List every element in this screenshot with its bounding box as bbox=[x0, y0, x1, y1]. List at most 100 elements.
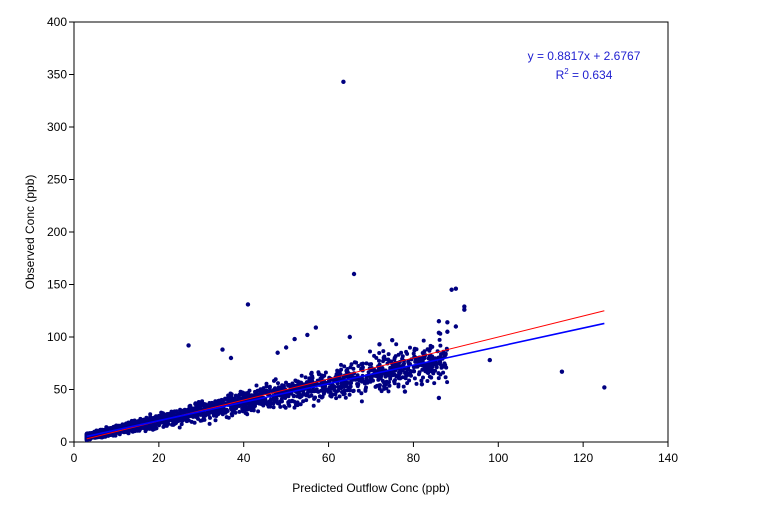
data-point bbox=[280, 399, 284, 404]
data-point bbox=[417, 370, 422, 375]
data-point bbox=[419, 378, 424, 383]
data-points bbox=[84, 79, 607, 443]
data-point bbox=[401, 384, 406, 389]
data-point bbox=[275, 350, 280, 355]
data-point bbox=[243, 411, 248, 415]
data-point bbox=[188, 403, 193, 408]
data-point bbox=[394, 342, 399, 347]
data-point bbox=[191, 406, 196, 411]
data-point bbox=[233, 405, 238, 410]
data-point bbox=[336, 388, 341, 393]
data-point bbox=[378, 376, 383, 381]
data-point bbox=[559, 369, 565, 374]
data-point bbox=[401, 363, 406, 368]
data-point bbox=[437, 337, 442, 342]
data-point bbox=[374, 355, 379, 360]
data-point bbox=[363, 388, 368, 393]
data-point bbox=[228, 355, 234, 361]
data-point bbox=[243, 395, 248, 400]
data-point bbox=[387, 380, 391, 385]
data-point bbox=[313, 325, 319, 330]
data-point bbox=[172, 418, 176, 423]
y-tick-label: 0 bbox=[60, 435, 67, 449]
data-point bbox=[230, 413, 235, 418]
data-point bbox=[236, 395, 241, 400]
data-point bbox=[355, 382, 360, 386]
data-point bbox=[602, 385, 607, 390]
data-point bbox=[436, 319, 442, 324]
data-point bbox=[384, 386, 389, 391]
data-point bbox=[351, 271, 357, 277]
x-tick-label: 120 bbox=[573, 451, 593, 465]
data-point bbox=[208, 415, 212, 420]
data-point bbox=[201, 402, 206, 407]
data-point bbox=[425, 370, 430, 375]
data-point bbox=[328, 386, 333, 391]
data-point bbox=[260, 388, 265, 393]
data-point bbox=[242, 402, 247, 407]
data-point bbox=[359, 391, 364, 396]
data-point bbox=[282, 394, 287, 398]
data-point bbox=[434, 365, 439, 370]
data-point bbox=[406, 360, 411, 365]
data-point bbox=[245, 302, 251, 307]
data-point bbox=[122, 430, 126, 435]
data-point bbox=[201, 416, 206, 421]
data-point bbox=[223, 397, 228, 402]
data-point bbox=[436, 355, 441, 360]
data-point bbox=[403, 371, 407, 375]
data-point bbox=[411, 369, 416, 373]
data-point bbox=[436, 395, 442, 401]
data-point bbox=[366, 370, 371, 375]
data-point bbox=[408, 369, 413, 373]
data-point bbox=[245, 407, 250, 412]
data-point bbox=[298, 402, 303, 407]
data-point bbox=[334, 396, 339, 401]
data-point bbox=[278, 404, 283, 409]
data-point bbox=[179, 422, 184, 427]
data-point bbox=[372, 368, 377, 372]
y-tick-label: 50 bbox=[54, 383, 68, 397]
data-point bbox=[256, 409, 261, 414]
data-point bbox=[184, 417, 189, 422]
data-point bbox=[307, 376, 312, 381]
data-point bbox=[327, 379, 332, 383]
data-point bbox=[146, 424, 151, 429]
data-point bbox=[195, 401, 200, 406]
data-point bbox=[386, 389, 391, 394]
x-tick-label: 40 bbox=[237, 451, 251, 465]
data-point bbox=[186, 409, 191, 414]
data-point bbox=[304, 398, 309, 403]
data-point bbox=[226, 415, 231, 420]
data-point bbox=[438, 360, 443, 364]
y-tick-label: 250 bbox=[47, 173, 67, 187]
data-point bbox=[309, 393, 314, 398]
data-point bbox=[210, 402, 215, 407]
data-point bbox=[216, 409, 221, 414]
data-point bbox=[210, 409, 215, 413]
data-point bbox=[404, 374, 408, 379]
data-point bbox=[381, 359, 385, 364]
data-point bbox=[395, 373, 400, 378]
y-axis-title: Observed Conc (ppb) bbox=[23, 175, 37, 290]
data-point bbox=[148, 412, 153, 417]
data-point bbox=[323, 370, 328, 375]
x-tick-label: 0 bbox=[71, 451, 78, 465]
data-point bbox=[386, 357, 391, 362]
y-tick-label: 400 bbox=[47, 15, 67, 29]
data-point bbox=[309, 372, 314, 376]
data-point bbox=[436, 371, 441, 376]
data-point bbox=[170, 412, 174, 417]
data-point bbox=[336, 385, 340, 389]
data-point bbox=[416, 359, 421, 364]
data-point bbox=[316, 398, 321, 403]
data-point bbox=[419, 382, 425, 387]
data-point bbox=[213, 399, 218, 404]
data-point bbox=[292, 336, 297, 342]
data-point bbox=[365, 380, 370, 385]
data-point bbox=[345, 388, 350, 393]
data-point bbox=[487, 357, 492, 363]
data-point bbox=[449, 287, 454, 292]
data-point bbox=[286, 394, 291, 399]
data-point bbox=[276, 381, 280, 386]
